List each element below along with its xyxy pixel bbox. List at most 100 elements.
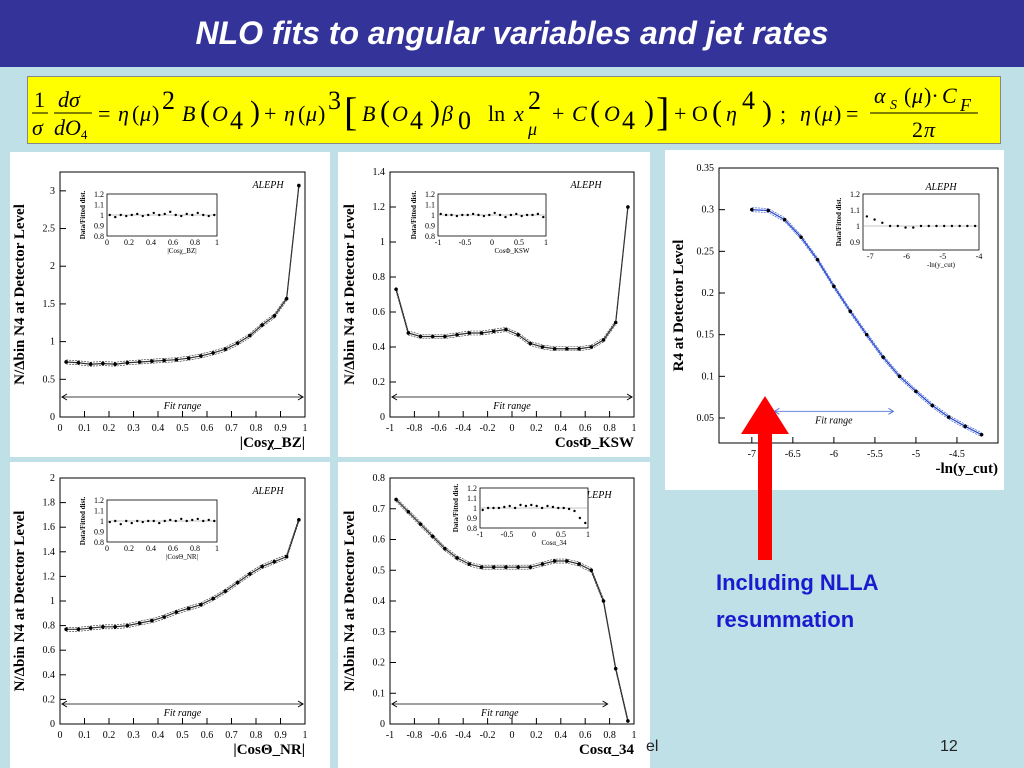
data-point [540, 345, 545, 349]
svg-text:O: O [392, 101, 408, 126]
data-point [443, 334, 447, 339]
data-point [297, 518, 301, 522]
inset-data-point [114, 215, 117, 219]
inset-data-point [531, 213, 534, 217]
data-point [150, 618, 154, 623]
data-point [248, 572, 252, 576]
inset-x-tick-label: 0.2 [124, 238, 134, 247]
x-tick-label: -7 [748, 449, 756, 460]
inset-data-point [482, 214, 486, 218]
y-tick-label: 1.4 [373, 167, 386, 178]
inset-data-point [497, 506, 501, 510]
chart-r4-jet-rate-panel: -7 -6.5 -6 -5.5 -5 -4.5 0.05 0.1 0.15 0.2 0.25 0.3 0… [665, 150, 1004, 490]
fit-range-arrowhead [61, 700, 68, 708]
inset-x-tick-label: 1 [215, 238, 219, 247]
chart-cos-chi-bz-panel: 0 0.1 0.2 0.3 0.4 0.5 0.6 0.7 0.8 0.9 1 0 0.5 1 1.5 2 2.… [10, 152, 330, 457]
inset-data-point [919, 224, 923, 228]
data-point [455, 556, 459, 560]
inset-data-point [535, 504, 538, 508]
svg-text:η: η [726, 101, 737, 126]
svg-text:[: [ [344, 89, 357, 134]
inset-data-point [477, 213, 480, 217]
x-tick-label: -5.5 [867, 449, 883, 460]
fit-curve [66, 517, 300, 628]
data-point [418, 334, 423, 339]
svg-text:)·: )· [924, 83, 939, 108]
up-arrow-icon [741, 396, 789, 560]
data-point [76, 360, 81, 365]
y-tick-label: 2 [50, 261, 55, 272]
x-axis-label: CosΦ_KSW [555, 435, 634, 451]
fit-range-arrowhead [626, 393, 633, 401]
inset-y-tick-label: 1 [100, 211, 104, 220]
data-point [76, 627, 81, 632]
data-point [284, 554, 289, 559]
inset-data-point [152, 211, 155, 215]
svg-text:): ) [250, 95, 260, 128]
x-tick-label: 0.8 [250, 730, 263, 741]
data-point [491, 565, 496, 569]
x-tick-label: 0.6 [579, 730, 592, 741]
inset-data-point [519, 503, 522, 507]
formula-banner: 1 σ dσ dO4 = η ( μ ) 2 B ( O 4 ) + η ( μ… [27, 76, 1001, 144]
inset-data-point [481, 508, 484, 512]
data-point [626, 719, 630, 723]
svg-text:μ: μ [139, 101, 151, 126]
inset-data-point [108, 213, 111, 217]
inset-x-tick-label: -1 [435, 238, 442, 247]
y-tick-label: 1.6 [43, 522, 56, 533]
data-point [211, 351, 215, 355]
x-tick-label: 0.6 [201, 423, 214, 434]
data-point [626, 205, 630, 209]
x-tick-label: 0.4 [152, 423, 165, 434]
svg-text:μ: μ [305, 101, 317, 126]
y-tick-label: 0.1 [373, 688, 386, 699]
chart-cos-alpha-34: -1 -0.8 -0.6 -0.4 -0.2 0 0.2 0.4 0.6 0.8 1 0 0.1 0.2 0… [342, 473, 637, 758]
inset-data-point [147, 213, 150, 217]
inset-data-point [493, 211, 496, 215]
inset-data-point [174, 519, 177, 523]
inset-data-point [557, 506, 560, 510]
x-tick-label: 0.3 [127, 730, 140, 741]
inset-data-point [207, 518, 210, 522]
x-tick-label: 0.4 [555, 730, 568, 741]
data-point [540, 562, 545, 566]
inset-data-point [163, 519, 166, 523]
inset-data-point [966, 224, 969, 228]
inset-data-point [141, 520, 144, 524]
inset-data-point [213, 519, 216, 523]
inset-x-tick-label: 0.5 [556, 530, 566, 539]
svg-text:): ) [762, 95, 772, 128]
inset-data-point [943, 224, 946, 228]
svg-text:4: 4 [230, 106, 243, 135]
y-tick-label: 0 [380, 412, 385, 423]
data-point [552, 346, 557, 351]
data-point [88, 362, 93, 367]
inset-data-point [935, 224, 938, 228]
x-axis-label: Cosα_34 [579, 742, 635, 758]
x-tick-label: 0.8 [603, 423, 616, 434]
svg-text:=: = [846, 101, 858, 126]
inset-y-tick-label: 1.1 [94, 201, 104, 210]
data-point [211, 596, 215, 601]
svg-text:B: B [362, 101, 375, 126]
data-point [782, 217, 787, 222]
data-point [260, 564, 264, 569]
y-tick-label: 0.4 [43, 670, 56, 681]
x-tick-label: -0.8 [406, 423, 422, 434]
inset-data-point [520, 214, 523, 218]
chart-cos-alpha-34-panel: -1 -0.8 -0.6 -0.4 -0.2 0 0.2 0.4 0.6 0.8 1 0 0.1 0.2 0… [338, 462, 650, 768]
data-point [589, 345, 594, 349]
fit-curve [395, 499, 629, 722]
inset-data-point [542, 215, 545, 219]
inset-data-point [888, 224, 892, 228]
y-tick-label: 1.2 [43, 571, 56, 582]
y-axis-label: N/Δbin N4 at Detector Level [12, 204, 28, 385]
data-point [528, 565, 533, 569]
x-tick-label: 0 [58, 423, 63, 434]
x-tick-label: 0 [510, 730, 515, 741]
data-point [394, 287, 398, 292]
data-point [479, 331, 484, 335]
svg-text:(: ( [200, 95, 210, 128]
inset-data-point [158, 521, 161, 525]
